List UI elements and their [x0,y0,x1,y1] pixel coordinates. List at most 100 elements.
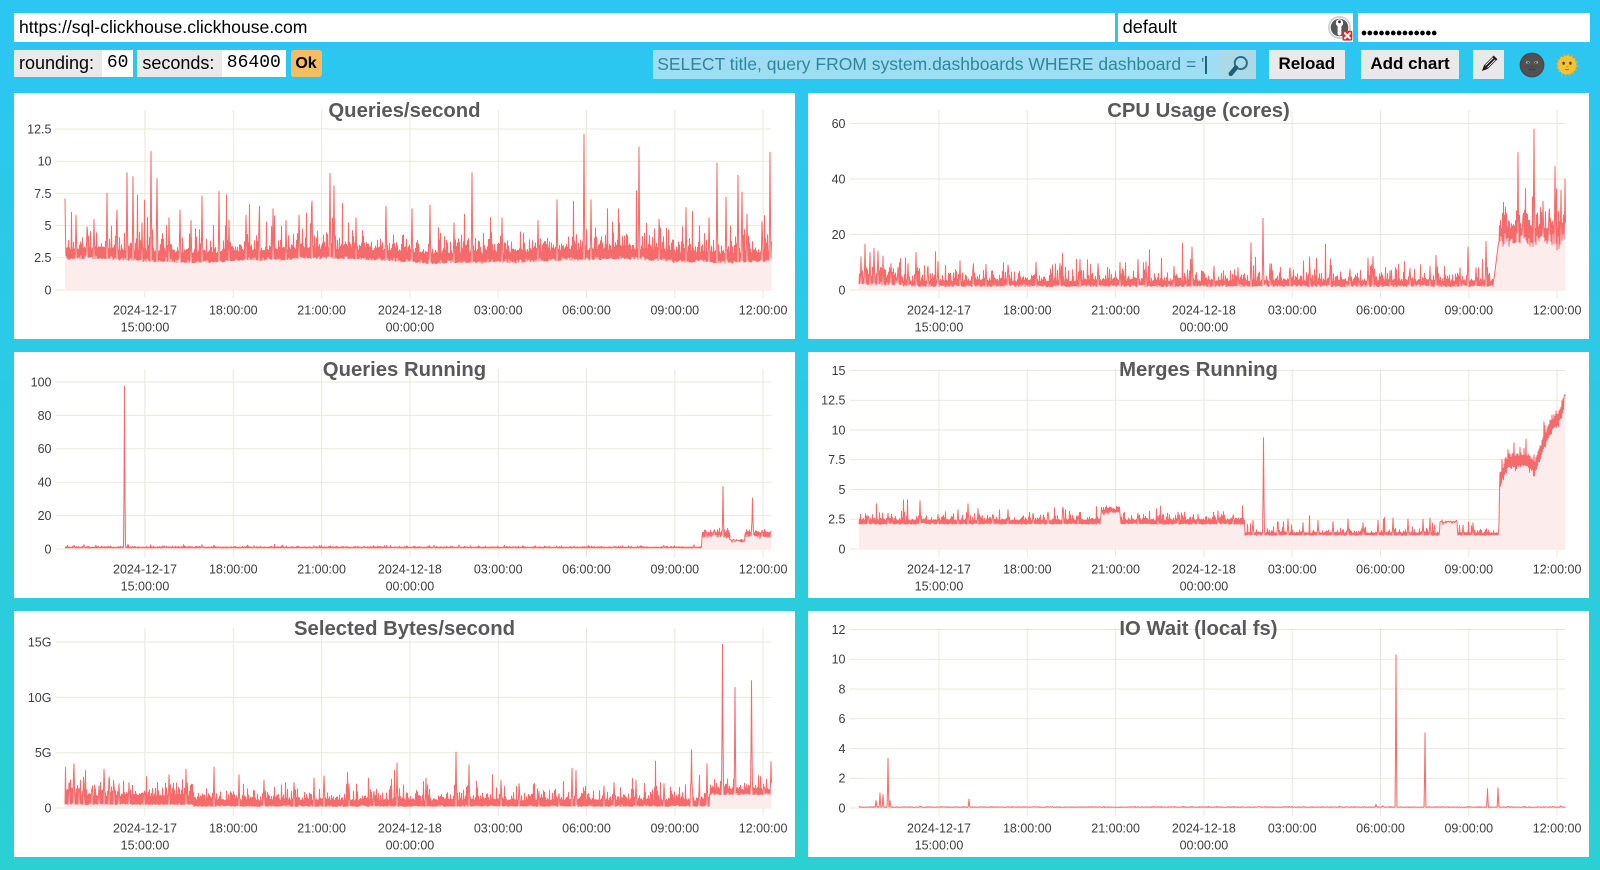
svg-text:12.5: 12.5 [27,122,51,136]
svg-text:2024-12-17: 2024-12-17 [907,563,971,577]
svg-text:12: 12 [832,623,846,637]
svg-text:00:00:00: 00:00:00 [1180,321,1229,335]
svg-text:8: 8 [839,682,846,696]
svg-text:15:00:00: 15:00:00 [121,839,170,853]
svg-text:7.5: 7.5 [828,453,845,467]
svg-text:15:00:00: 15:00:00 [915,839,964,853]
svg-text:10: 10 [38,155,52,169]
svg-text:100: 100 [31,375,52,389]
svg-text:09:00:00: 09:00:00 [650,822,699,836]
svg-text:15:00:00: 15:00:00 [915,580,964,594]
svg-text:09:00:00: 09:00:00 [650,304,699,318]
svg-text:09:00:00: 09:00:00 [1444,563,1493,577]
svg-text:2024-12-18: 2024-12-18 [1172,563,1236,577]
svg-text:2024-12-17: 2024-12-17 [907,304,971,318]
svg-text:06:00:00: 06:00:00 [562,822,611,836]
svg-text:40: 40 [38,476,52,490]
svg-text:03:00:00: 03:00:00 [1268,304,1317,318]
svg-text:10: 10 [832,423,846,437]
svg-text:10: 10 [832,653,846,667]
svg-text:21:00:00: 21:00:00 [1091,304,1140,318]
svg-text:2024-12-17: 2024-12-17 [907,822,971,836]
svg-text:18:00:00: 18:00:00 [1003,822,1052,836]
svg-text:2024-12-18: 2024-12-18 [378,563,442,577]
svg-text:21:00:00: 21:00:00 [297,563,346,577]
svg-text:2024-12-18: 2024-12-18 [1172,822,1236,836]
svg-text:2024-12-18: 2024-12-18 [378,304,442,318]
svg-text:03:00:00: 03:00:00 [1268,822,1317,836]
svg-text:2.5: 2.5 [34,251,51,265]
svg-text:03:00:00: 03:00:00 [1268,563,1317,577]
svg-text:06:00:00: 06:00:00 [1356,822,1405,836]
svg-text:20: 20 [832,228,846,242]
svg-text:40: 40 [832,172,846,186]
svg-text:03:00:00: 03:00:00 [474,304,523,318]
svg-text:15:00:00: 15:00:00 [915,321,964,335]
svg-text:4: 4 [839,742,846,756]
svg-text:12.5: 12.5 [821,394,845,408]
svg-text:09:00:00: 09:00:00 [650,563,699,577]
svg-text:20: 20 [38,509,52,523]
svg-text:7.5: 7.5 [34,187,51,201]
svg-text:10G: 10G [28,691,52,705]
svg-text:60: 60 [38,442,52,456]
svg-text:00:00:00: 00:00:00 [386,839,435,853]
svg-text:12:00:00: 12:00:00 [1533,563,1582,577]
svg-text:21:00:00: 21:00:00 [1091,563,1140,577]
svg-text:03:00:00: 03:00:00 [474,563,523,577]
svg-text:06:00:00: 06:00:00 [1356,304,1405,318]
svg-text:09:00:00: 09:00:00 [1444,304,1493,318]
svg-text:00:00:00: 00:00:00 [1180,580,1229,594]
svg-text:2024-12-17: 2024-12-17 [113,563,177,577]
svg-text:15G: 15G [28,636,52,650]
svg-text:Selected Bytes/second: Selected Bytes/second [294,618,515,640]
svg-text:2024-12-18: 2024-12-18 [378,822,442,836]
svg-text:6: 6 [839,712,846,726]
svg-text:15:00:00: 15:00:00 [121,321,170,335]
svg-text:Queries Running: Queries Running [323,359,486,381]
svg-text:06:00:00: 06:00:00 [562,304,611,318]
svg-text:2024-12-18: 2024-12-18 [1172,304,1236,318]
svg-text:5G: 5G [35,746,52,760]
svg-text:80: 80 [38,409,52,423]
svg-text:12:00:00: 12:00:00 [1533,304,1582,318]
svg-text:60: 60 [832,117,846,131]
svg-text:06:00:00: 06:00:00 [1356,563,1405,577]
svg-text:15:00:00: 15:00:00 [121,580,170,594]
svg-text:0: 0 [839,801,846,815]
svg-text:0: 0 [45,283,52,297]
svg-text:18:00:00: 18:00:00 [209,563,258,577]
svg-text:0: 0 [45,801,52,815]
svg-text:00:00:00: 00:00:00 [1180,839,1229,853]
svg-text:Queries/second: Queries/second [328,100,480,122]
svg-text:5: 5 [839,483,846,497]
svg-text:12:00:00: 12:00:00 [739,822,788,836]
svg-text:03:00:00: 03:00:00 [474,822,523,836]
svg-text:21:00:00: 21:00:00 [297,822,346,836]
svg-text:IO Wait (local fs): IO Wait (local fs) [1119,618,1277,640]
svg-text:2.5: 2.5 [828,513,845,527]
svg-text:09:00:00: 09:00:00 [1444,822,1493,836]
svg-text:2: 2 [839,772,846,786]
svg-text:Merges Running: Merges Running [1119,359,1278,381]
svg-text:12:00:00: 12:00:00 [739,563,788,577]
svg-text:12:00:00: 12:00:00 [1533,822,1582,836]
svg-text:0: 0 [839,542,846,556]
svg-text:21:00:00: 21:00:00 [297,304,346,318]
svg-text:15: 15 [832,364,846,378]
svg-text:06:00:00: 06:00:00 [562,563,611,577]
svg-text:5: 5 [45,219,52,233]
svg-text:18:00:00: 18:00:00 [209,304,258,318]
svg-text:21:00:00: 21:00:00 [1091,822,1140,836]
svg-text:2024-12-17: 2024-12-17 [113,304,177,318]
svg-text:00:00:00: 00:00:00 [386,321,435,335]
svg-text:0: 0 [839,283,846,297]
svg-text:2024-12-17: 2024-12-17 [113,822,177,836]
svg-text:00:00:00: 00:00:00 [386,580,435,594]
svg-text:CPU Usage (cores): CPU Usage (cores) [1107,100,1290,122]
svg-text:18:00:00: 18:00:00 [1003,563,1052,577]
svg-text:18:00:00: 18:00:00 [1003,304,1052,318]
svg-text:18:00:00: 18:00:00 [209,822,258,836]
svg-text:12:00:00: 12:00:00 [739,304,788,318]
svg-text:0: 0 [45,542,52,556]
